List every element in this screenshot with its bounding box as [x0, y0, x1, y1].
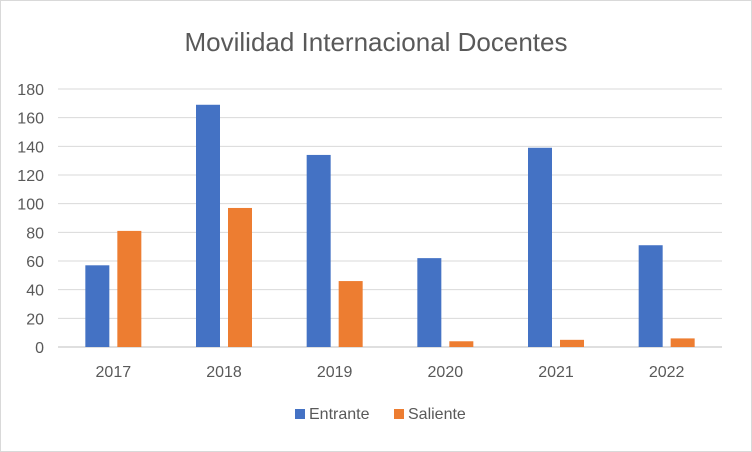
x-tick-label: 2020: [428, 364, 464, 381]
bar-saliente-2021: [560, 339, 584, 347]
bar-entrante-2022: [638, 245, 663, 347]
x-axis-ticks: 2017 2018 2019 2020 2021 2022: [96, 364, 685, 381]
bar-saliente-2017: [117, 230, 142, 347]
y-axis-ticks: 0 20 40 60 80 100 120 140 160 180: [17, 82, 44, 357]
y-tick-label: 80: [26, 225, 44, 242]
y-tick-label: 20: [26, 311, 44, 328]
x-tick-label: 2017: [96, 364, 132, 381]
y-tick-label: 40: [26, 283, 44, 300]
legend-label-saliente: Saliente: [408, 406, 466, 423]
bar-entrante-2020: [417, 258, 442, 347]
x-tick-label: 2022: [649, 364, 685, 381]
legend-swatch-saliente: [394, 409, 404, 419]
chart-title: Movilidad Internacional Docentes: [185, 27, 568, 57]
bar-entrante-2019: [306, 154, 331, 347]
bar-saliente-2018: [228, 207, 252, 347]
y-tick-label: 100: [17, 197, 44, 214]
bar-entrante-2017: [85, 265, 110, 347]
bar-entrante-2021: [528, 147, 552, 347]
legend-swatch-entrante: [295, 409, 305, 419]
bar-saliente-2020: [449, 341, 474, 347]
y-tick-label: 180: [17, 82, 44, 99]
y-tick-label: 60: [26, 254, 44, 271]
x-tick-label: 2019: [317, 364, 353, 381]
bar-entrante-2018: [196, 104, 220, 348]
x-tick-label: 2018: [206, 364, 242, 381]
y-tick-label: 0: [35, 340, 44, 357]
bar-saliente-2022: [670, 338, 695, 347]
y-tick-label: 120: [17, 168, 44, 185]
legend: Entrante Saliente: [295, 406, 466, 423]
bar-saliente-2019: [338, 281, 363, 347]
gridlines: [58, 88, 722, 348]
y-tick-label: 140: [17, 139, 44, 156]
bars: [85, 104, 695, 348]
legend-label-entrante: Entrante: [309, 406, 370, 423]
y-tick-label: 160: [17, 111, 44, 128]
x-tick-label: 2021: [538, 364, 574, 381]
